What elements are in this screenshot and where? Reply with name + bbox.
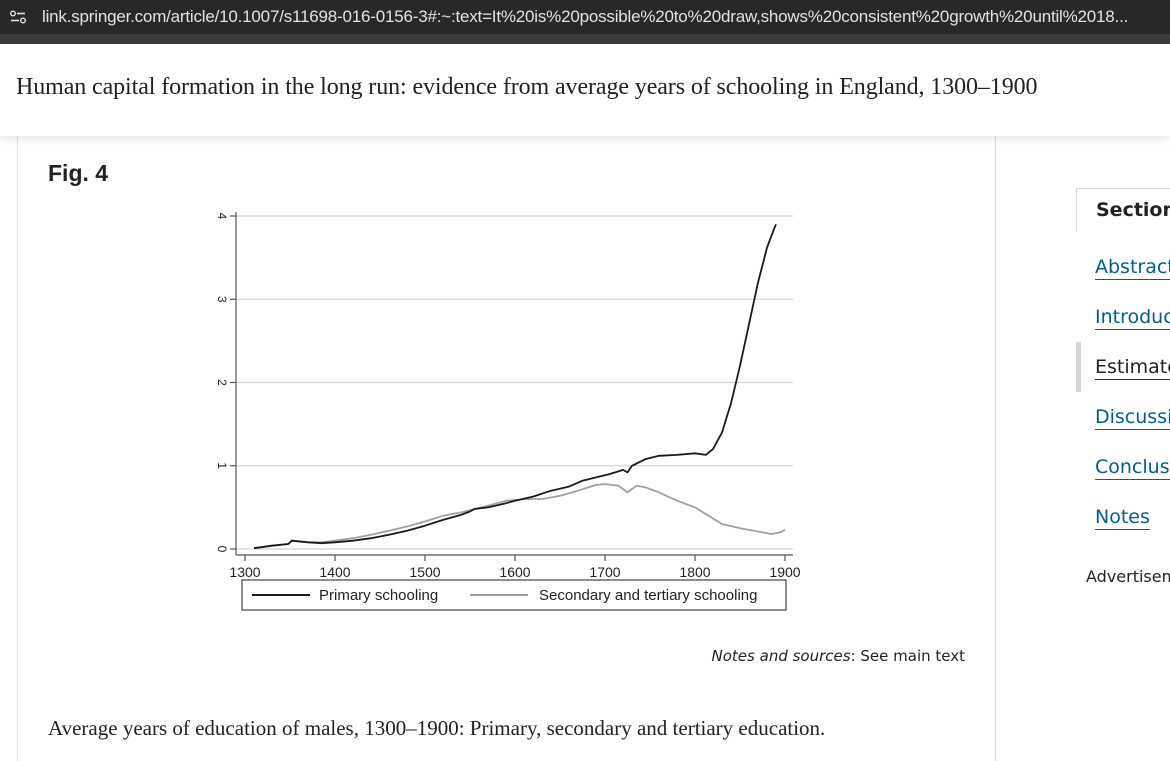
section-link-abstract[interactable]: Abstract [1095, 255, 1170, 280]
legend-label-secondary: Secondary and tertiary schooling [539, 587, 757, 604]
y-tick-label: 0 [215, 546, 229, 553]
x-tick-label: 1300 [229, 564, 260, 580]
series-layer [253, 223, 786, 550]
x-tick-label: 1700 [589, 564, 620, 580]
article-title: Human capital formation in the long run:… [16, 74, 1038, 100]
site-info-icon[interactable] [6, 5, 30, 29]
section-link-introduction[interactable]: Introduction [1095, 305, 1170, 330]
series-line-secondary [253, 483, 786, 550]
browser-toolbar: link.springer.com/article/10.1007/s11698… [0, 0, 1170, 44]
x-tick-label: 1800 [679, 564, 710, 580]
section-link-discussion[interactable]: Discussion [1095, 405, 1170, 430]
series-line-primary [253, 223, 777, 550]
x-tick-label: 1500 [409, 564, 440, 580]
legend-layer: Primary schooling Secondary and tertiary … [241, 579, 787, 611]
x-tick-label: 1900 [769, 564, 800, 580]
article-header: Human capital formation in the long run:… [0, 44, 1170, 136]
address-bar[interactable]: link.springer.com/article/10.1007/s11698… [0, 0, 1170, 34]
axis-layer: 0 1 2 3 4 1300 1400 1500 1600 1700 1800 1900 [215, 212, 801, 580]
url-text[interactable]: link.springer.com/article/10.1007/s11698… [42, 7, 1129, 26]
section-link-notes[interactable]: Notes [1095, 506, 1150, 530]
legend-label-primary: Primary schooling [319, 587, 438, 604]
notes-text: : See main text [850, 647, 965, 665]
sections-sidebar: Sections Abstract Introduction Estimates… [1076, 188, 1170, 608]
section-link-estimates[interactable]: Estimates [1095, 355, 1170, 380]
sections-title: Sections [1096, 199, 1170, 221]
grid-layer [236, 215, 793, 550]
sections-header: Sections [1076, 188, 1170, 232]
y-tick-label: 1 [215, 462, 229, 469]
active-section-indicator [1076, 342, 1081, 392]
x-tick-label: 1600 [499, 564, 530, 580]
figure-caption: Average years of education of males, 130… [48, 716, 826, 740]
x-tick-label: 1400 [319, 564, 350, 580]
y-tick-label: 2 [215, 379, 229, 386]
y-tick-label: 3 [215, 296, 229, 303]
notes-label: Notes and sources [711, 647, 851, 665]
y-tick-label: 4 [215, 213, 229, 220]
figure-notes: Notes and sources: See main text [712, 647, 965, 665]
section-link-conclusion[interactable]: Conclusion [1095, 455, 1170, 480]
figure-label: Fig. 4 [48, 160, 109, 186]
chart: 0 1 2 3 4 1300 1400 1500 1600 1700 1800 1900 Primar… [188, 202, 808, 632]
figure-panel: Fig. 4 0 1 2 3 4 1300 1400 1500 1600 1700 1800 1900… [17, 136, 996, 761]
advertisement-label: Advertisement [1086, 567, 1170, 586]
chart-svg: 0 1 2 3 4 1300 1400 1500 1600 1700 1800 1900 Primar… [215, 212, 801, 611]
